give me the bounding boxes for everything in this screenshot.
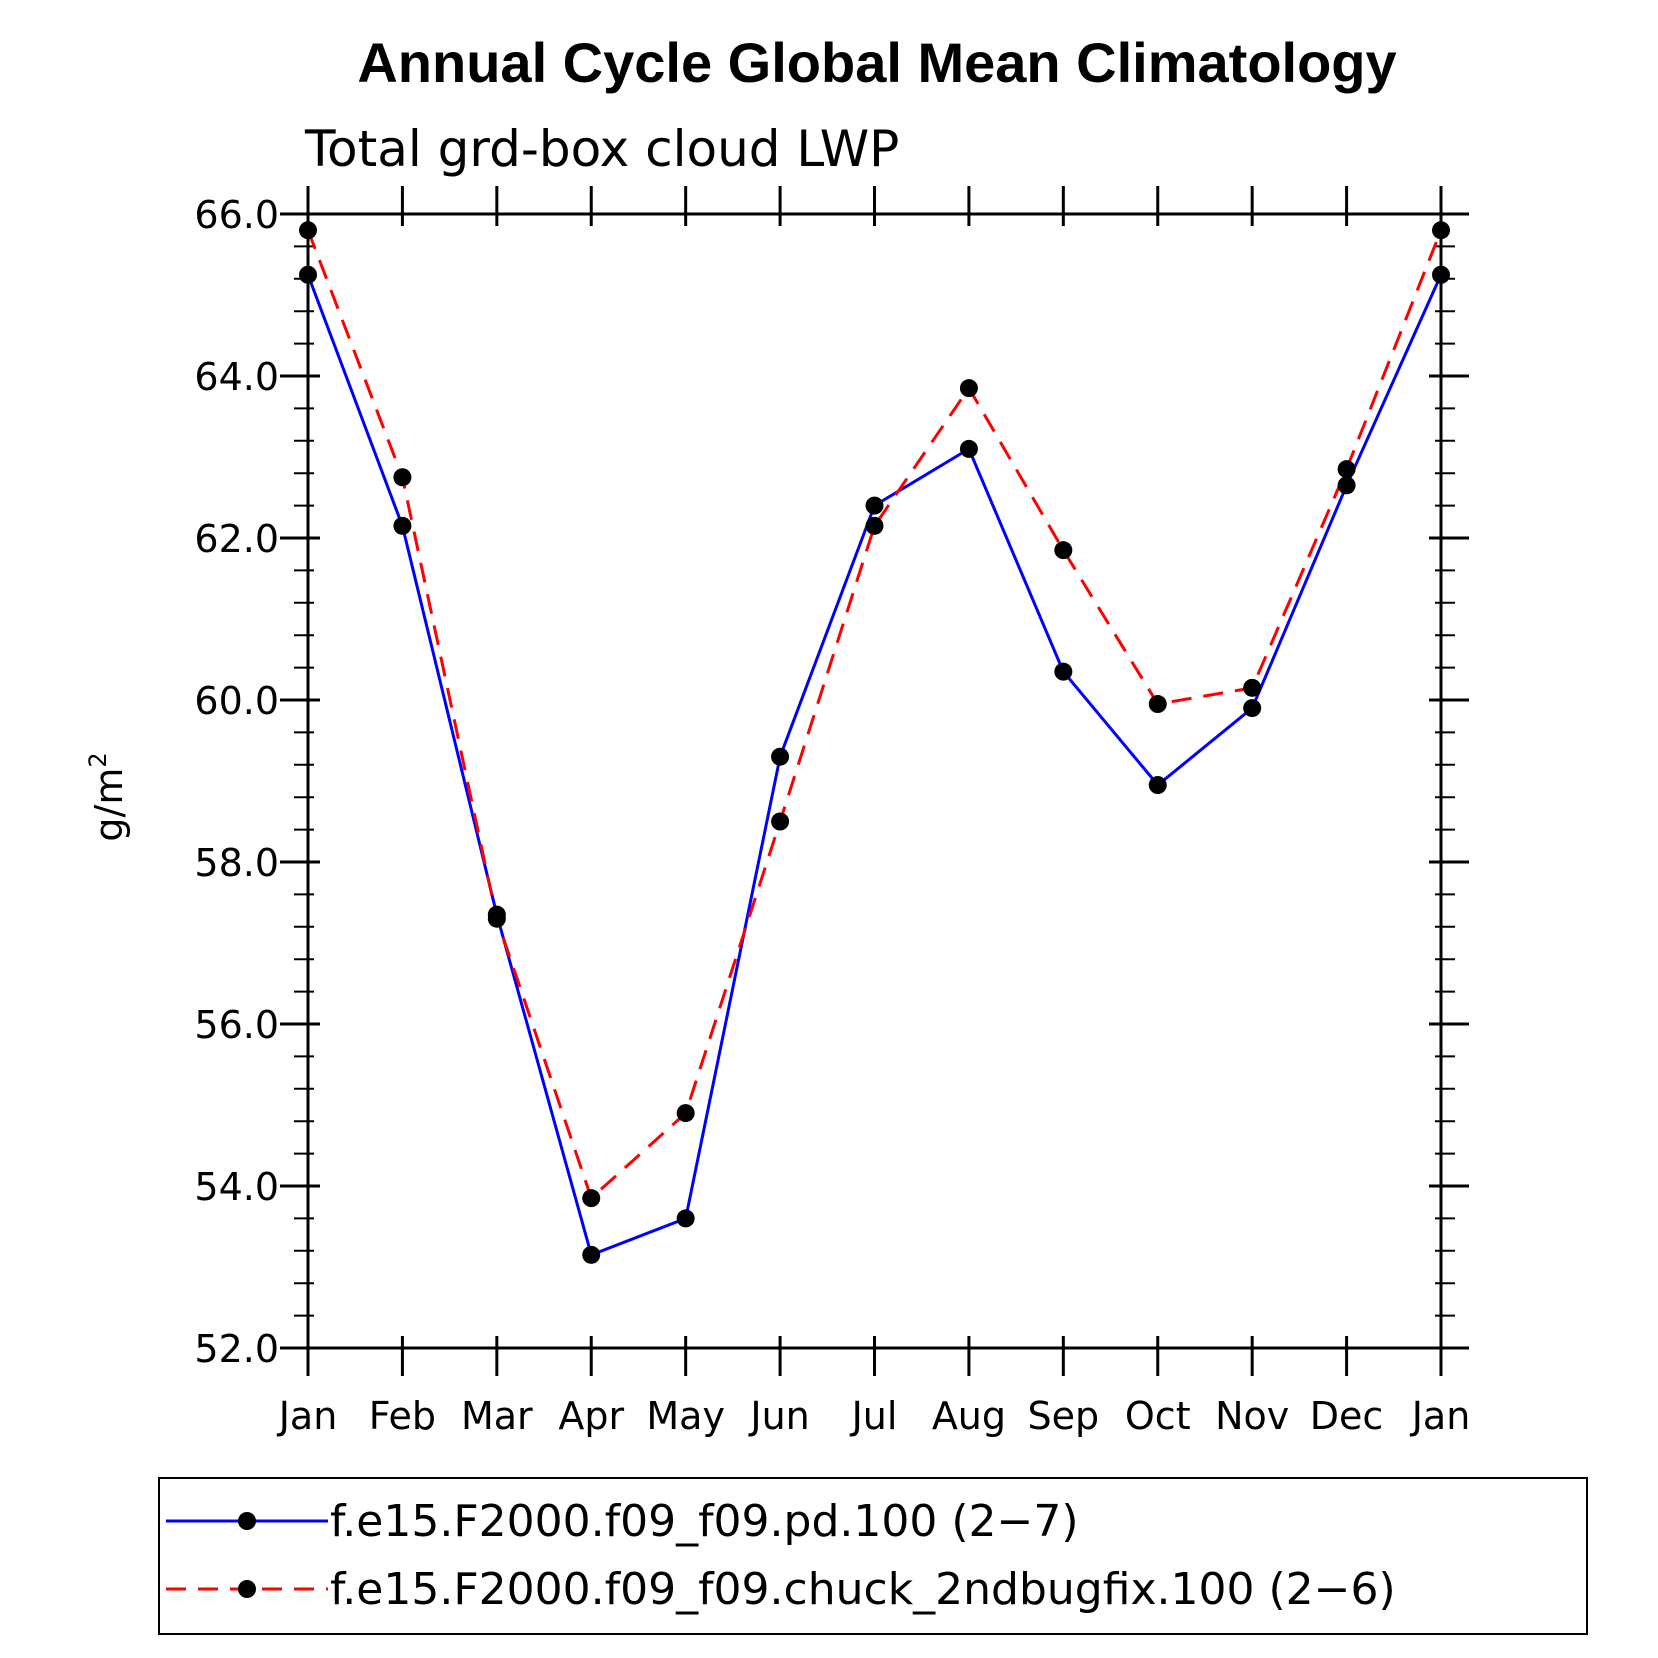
y-tick-label: 54.0 [194,1165,279,1209]
series-1-point [771,747,790,766]
y-tick-label: 64.0 [194,355,279,399]
chart-title: Annual Cycle Global Mean Climatology [357,31,1396,94]
series-1-point [299,265,317,284]
legend-label-series-1: f.e15.F2000.f09_f09.pd.100 (2−7) [330,1496,1079,1547]
series-2-point [487,909,506,928]
series-2-point [299,221,317,240]
series-2-point [1337,460,1356,479]
x-tick-label: Apr [558,1394,624,1438]
axes: Jan Feb Mar Apr May Jun Jul Aug Sep Oct Nov Dec Jan 5… [194,186,1470,1438]
legend-marker-series-2 [238,1580,256,1598]
series-layer [299,221,1450,1264]
x-tick-label: Oct [1125,1394,1191,1438]
series-2-point [1432,221,1450,240]
x-tick-label: Dec [1310,1394,1384,1438]
series-1-point [959,439,978,458]
series-1-point [1148,776,1167,795]
series-2-point [1054,541,1073,560]
series-2-point [1243,678,1262,697]
y-tick-label: 60.0 [194,679,279,723]
series-1-point [676,1209,695,1228]
series-1-point [1337,476,1356,495]
x-tick-label: May [646,1394,725,1438]
x-tick-label: Jan [1410,1394,1471,1438]
y-tick-label: 62.0 [194,517,279,561]
series-2-point [771,812,790,831]
x-tick-label: Mar [461,1394,533,1438]
chart-subtitle: Total grd-box cloud LWP [304,120,899,178]
series-1-point [1054,662,1073,681]
x-tick-label: Nov [1215,1394,1289,1438]
legend-box [158,1477,1588,1635]
legend-label-series-2: f.e15.F2000.f09_f09.chuck_2ndbugfix.100 … [330,1564,1396,1615]
y-axis-title: g/m2 [84,752,131,841]
series-1-point [393,516,412,535]
y-axis-unit-superscript: 2 [84,752,112,767]
series-2-point [959,379,978,398]
y-tick-label: 58.0 [194,841,279,885]
x-tick-label: Jun [748,1394,809,1438]
legend: f.e15.F2000.f09_f09.pd.100 (2−7) f.e15.F… [158,1477,1588,1635]
series-2-point [582,1189,601,1208]
series-2-point [393,468,412,487]
series-2-point [1148,695,1167,714]
svg-text:g/m2: g/m2 [84,752,131,841]
series-1-point [1432,265,1450,284]
series-line-1 [306,274,1443,1257]
x-tick-label: Jul [850,1394,898,1438]
y-axis-unit: g/m [87,768,131,842]
plot-frame [306,212,1443,1350]
y-tick-label: 52.0 [194,1327,279,1371]
series-1-point [865,496,884,515]
series-2-point [676,1104,695,1123]
legend-marker-series-1 [238,1512,256,1530]
series-1-point [582,1245,601,1264]
series-1-point [1243,699,1262,718]
x-tick-label: Aug [932,1394,1006,1438]
x-tick-label: Sep [1028,1394,1100,1438]
x-tick-label: Jan [277,1394,338,1438]
y-tick-label: 56.0 [194,1003,279,1047]
y-tick-label: 66.0 [194,193,279,237]
series-line-2 [306,229,1443,1201]
series-2-point [865,516,884,535]
x-tick-label: Feb [369,1394,436,1438]
